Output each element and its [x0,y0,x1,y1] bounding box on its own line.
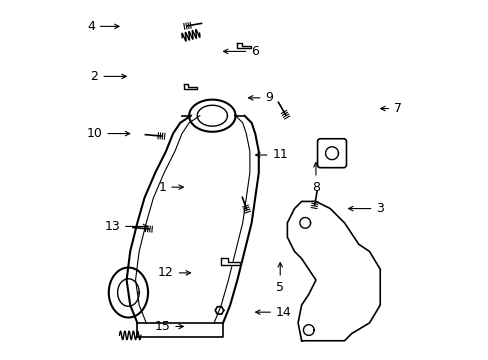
Text: 6: 6 [223,45,259,58]
Text: 10: 10 [86,127,129,140]
Text: 15: 15 [154,320,183,333]
Polygon shape [126,116,258,323]
Text: 13: 13 [104,220,147,233]
Text: 1: 1 [158,181,183,194]
Polygon shape [221,258,240,265]
Text: 8: 8 [311,163,319,194]
Polygon shape [237,43,250,48]
Text: 2: 2 [90,70,126,83]
Text: 7: 7 [380,102,401,115]
Text: 12: 12 [158,266,190,279]
Text: 9: 9 [248,91,273,104]
Text: 4: 4 [87,20,119,33]
FancyBboxPatch shape [317,139,346,168]
Text: 3: 3 [348,202,384,215]
Polygon shape [287,202,380,341]
Text: 14: 14 [255,306,291,319]
Text: 5: 5 [276,262,284,294]
Polygon shape [137,323,223,337]
Text: 11: 11 [255,148,287,162]
Polygon shape [183,85,197,89]
